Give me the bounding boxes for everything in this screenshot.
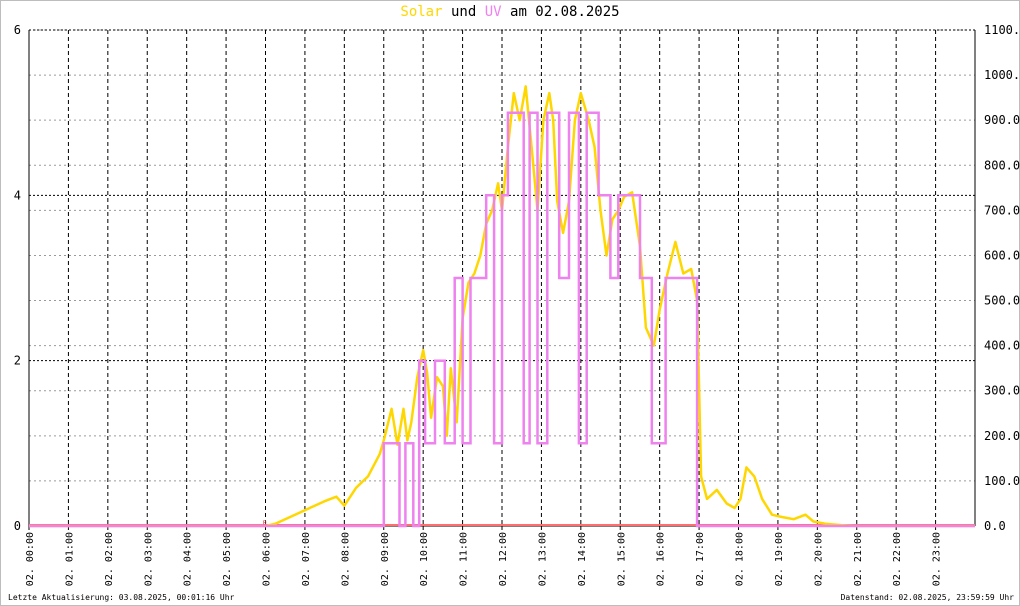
x-tick-label: 02. 13:00	[537, 532, 548, 586]
y-right-tick-label: 1000.0	[984, 68, 1020, 82]
x-tick-label: 02. 23:00	[932, 532, 943, 586]
title-und: und	[450, 4, 477, 20]
y-right-tick-label: 900.0	[984, 113, 1020, 127]
x-tick-label: 02. 07:00	[301, 532, 312, 586]
start-marker: 0	[263, 519, 267, 527]
x-tick-label: 02. 22:00	[892, 532, 903, 586]
y-right-tick-label: 700.0	[984, 203, 1020, 217]
x-tick-label: 02. 17:00	[695, 532, 706, 586]
y-left-tick-label: 2	[14, 354, 21, 368]
x-tick-label: 02. 21:00	[853, 532, 864, 586]
x-tick-label: 02. 05:00	[222, 532, 233, 586]
x-tick-label: 02. 00:00	[25, 532, 36, 586]
y-right-tick-label: 100.0	[984, 474, 1020, 488]
x-tick-label: 02. 03:00	[143, 532, 154, 586]
chart-title: Solar und UV am 02.08.2025	[0, 4, 1020, 20]
y-right-tick-label: 400.0	[984, 339, 1020, 353]
x-tick-label: 02. 16:00	[656, 532, 667, 586]
y-right-tick-label: 600.0	[984, 248, 1020, 262]
x-tick-label: 02. 18:00	[735, 532, 746, 586]
x-tick-label: 02. 09:00	[380, 532, 391, 586]
x-tick-label: 02. 12:00	[498, 532, 509, 586]
x-tick-label: 02. 02:00	[104, 532, 115, 586]
x-tick-label: 02. 20:00	[813, 532, 824, 586]
x-tick-label: 02. 08:00	[340, 532, 351, 586]
x-tick-label: 02. 19:00	[774, 532, 785, 586]
x-tick-label: 02. 15:00	[616, 532, 627, 586]
y-left-tick-label: 6	[14, 23, 21, 37]
x-tick-label: 02. 04:00	[183, 532, 194, 586]
x-tick-label: 02. 01:00	[64, 532, 75, 586]
x-tick-label: 02. 14:00	[577, 532, 588, 586]
y-right-tick-label: 300.0	[984, 384, 1020, 398]
y-right-tick-label: 800.0	[984, 158, 1020, 172]
x-tick-label: 02. 11:00	[459, 532, 470, 586]
series-uv-line	[29, 111, 975, 528]
y-right-tick-label: 1100.0	[984, 23, 1020, 37]
series-solar-line	[29, 85, 975, 528]
title-solar: Solar	[400, 4, 443, 20]
y-right-tick-label: 500.0	[984, 294, 1020, 308]
y-right-tick-label: 0.0	[984, 519, 1006, 533]
title-uv: UV	[484, 4, 502, 20]
title-date: am 02.08.2025	[510, 4, 620, 20]
y-right-tick-label: 200.0	[984, 429, 1020, 443]
footer-data-status: Datenstand: 02.08.2025, 23:59:59 Uhr	[840, 593, 1014, 602]
x-tick-label: 02. 10:00	[419, 532, 430, 586]
y-left-tick-label: 0	[14, 519, 21, 533]
x-tick-label: 02. 06:00	[262, 532, 273, 586]
footer-last-update: Letzte Aktualisierung: 03.08.2025, 00:01…	[8, 593, 235, 602]
y-left-tick-label: 4	[14, 188, 21, 202]
